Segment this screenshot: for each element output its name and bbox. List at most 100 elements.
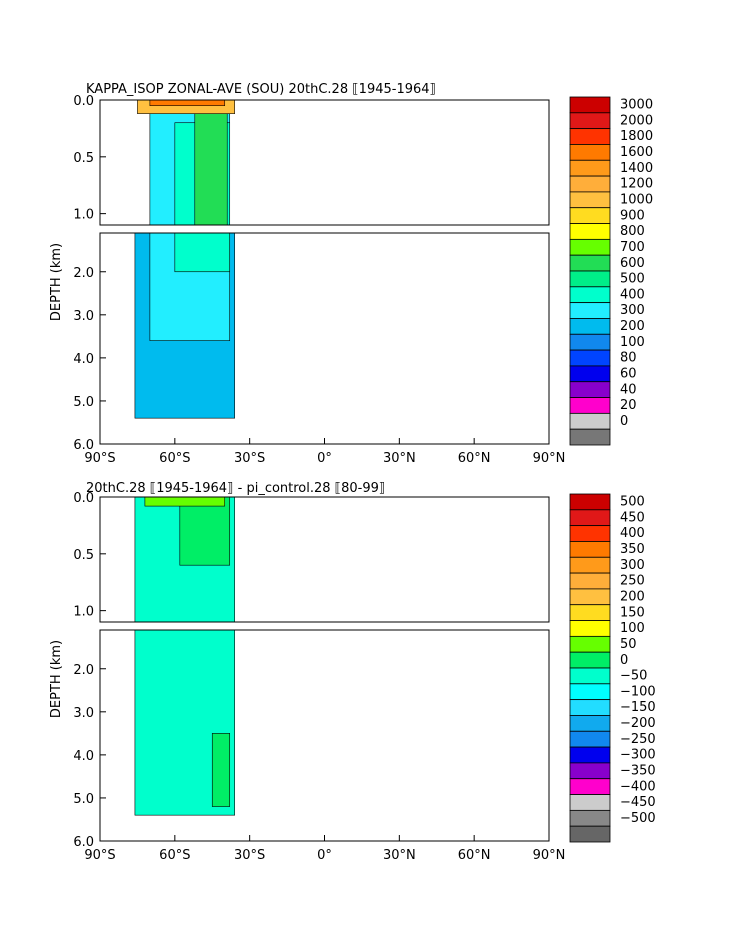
x-tick-label: 60°S xyxy=(159,848,190,863)
panel-title: KAPPA_ISOP ZONAL-AVE (SOU) 20thC.28 ⟦194… xyxy=(86,82,436,97)
colorbar-label: 80 xyxy=(620,351,637,366)
x-tick-label: 30°S xyxy=(234,451,265,466)
colorbar-label: −450 xyxy=(620,795,656,810)
field-upper xyxy=(134,497,236,622)
colorbar-swatch xyxy=(569,588,611,606)
colorbar-label: 200 xyxy=(620,319,645,334)
y-tick-label: 4.0 xyxy=(73,749,94,764)
colorbar-swatch xyxy=(569,809,611,827)
colorbar-label: 1000 xyxy=(620,192,653,207)
colorbar-label: 450 xyxy=(620,510,645,525)
colorbar-swatch xyxy=(569,349,611,367)
y-tick-label: 3.0 xyxy=(73,706,94,721)
colorbar-swatch xyxy=(569,428,611,446)
y-tick-label: 0.5 xyxy=(73,151,94,166)
y-tick-label: 1.0 xyxy=(73,605,94,620)
colorbar-swatch xyxy=(569,493,611,511)
field-region xyxy=(174,233,231,273)
colorbar-swatch xyxy=(569,651,611,669)
colorbar-swatch xyxy=(569,175,611,193)
x-tick-label: 90°S xyxy=(84,848,115,863)
colorbar-label: 400 xyxy=(620,526,645,541)
y-tick-label: 6.0 xyxy=(73,835,94,850)
field-upper xyxy=(134,100,236,225)
upper-frame xyxy=(99,99,550,226)
x-tick-label: 0° xyxy=(317,848,332,863)
colorbar-label: 800 xyxy=(620,224,645,239)
colorbar-swatch xyxy=(569,635,611,653)
colorbar-label: 50 xyxy=(620,637,637,652)
x-tick-label: 90°S xyxy=(84,451,115,466)
colorbar-swatch xyxy=(569,144,611,161)
colorbar-label: −300 xyxy=(620,748,656,763)
colorbar-label: 500 xyxy=(620,495,645,510)
colorbar-label: 100 xyxy=(620,335,645,350)
y-tick-label: 2.0 xyxy=(73,663,94,678)
field-lower xyxy=(134,233,236,419)
colorbar-label: 0 xyxy=(620,414,628,429)
colorbar-swatch xyxy=(569,683,611,701)
colorbar-swatch xyxy=(569,318,611,335)
colorbar-label: 1200 xyxy=(620,177,653,192)
colorbar-swatch xyxy=(569,667,611,685)
colorbar-swatch xyxy=(569,572,611,590)
colorbar-label: 0 xyxy=(620,653,628,668)
colorbar-label: 60 xyxy=(620,366,637,381)
colorbar-swatch xyxy=(569,159,611,177)
colorbar-swatch xyxy=(569,825,611,843)
y-tick-label: 0.0 xyxy=(73,491,94,506)
upper-frame xyxy=(99,496,550,623)
x-tick-label: 30°S xyxy=(234,848,265,863)
colorbar: 500450400350300250200150100500−50−100−15… xyxy=(569,493,656,843)
colorbar-label: 2000 xyxy=(620,113,653,128)
colorbar-label: 1800 xyxy=(620,129,653,144)
x-tick-label: 60°N xyxy=(458,848,491,863)
colorbar-label: −350 xyxy=(620,763,656,778)
colorbar-label: −250 xyxy=(620,732,656,747)
colorbar-label: 20 xyxy=(620,398,637,413)
x-tick-label: 30°N xyxy=(383,848,416,863)
colorbar-swatch xyxy=(569,254,611,272)
x-tick-label: 30°N xyxy=(383,451,416,466)
panel-1: KAPPA_ISOP ZONAL-AVE (SOU) 20thC.28 ⟦194… xyxy=(49,82,653,466)
colorbar-swatch xyxy=(569,620,611,637)
colorbar-label: −200 xyxy=(620,716,656,731)
colorbar-swatch xyxy=(569,509,611,527)
field-lower xyxy=(134,630,236,816)
x-tick-label: 0° xyxy=(317,451,332,466)
colorbar-label: 3000 xyxy=(620,98,653,113)
colorbar-label: 500 xyxy=(620,272,645,287)
y-tick-label: 4.0 xyxy=(73,352,94,367)
y-tick-label: 6.0 xyxy=(73,438,94,453)
colorbar-swatch xyxy=(569,191,611,209)
colorbar-swatch xyxy=(569,794,611,811)
y-tick-label: 3.0 xyxy=(73,309,94,324)
colorbar-label: 100 xyxy=(620,621,645,636)
colorbar-label: −400 xyxy=(620,779,656,794)
colorbar-swatch xyxy=(569,333,611,351)
colorbar-label: 1600 xyxy=(620,145,653,160)
field-region xyxy=(211,733,231,807)
y-tick-label: 0.5 xyxy=(73,548,94,563)
panel-title: 20thC.28 ⟦1945-1964⟧ - pi_control.28 ⟦80… xyxy=(86,481,385,496)
colorbar-swatch xyxy=(569,746,611,764)
colorbar-label: 300 xyxy=(620,303,645,318)
field-region xyxy=(144,497,226,507)
colorbar-swatch xyxy=(569,286,611,304)
colorbar-swatch xyxy=(569,762,611,780)
y-tick-label: 0.0 xyxy=(73,94,94,109)
x-tick-label: 60°S xyxy=(159,451,190,466)
colorbar-swatch xyxy=(569,541,611,558)
y-axis-label: DEPTH (km) xyxy=(49,640,64,718)
x-tick-label: 60°N xyxy=(458,451,491,466)
field-region xyxy=(194,111,228,225)
colorbar-swatch xyxy=(569,223,611,240)
colorbar-label: 200 xyxy=(620,589,645,604)
colorbar-swatch xyxy=(569,207,611,224)
colorbar-swatch xyxy=(569,112,611,130)
colorbar-label: 300 xyxy=(620,558,645,573)
colorbar-label: 400 xyxy=(620,287,645,302)
colorbar-swatch xyxy=(569,604,611,621)
colorbar-label: 150 xyxy=(620,605,645,620)
